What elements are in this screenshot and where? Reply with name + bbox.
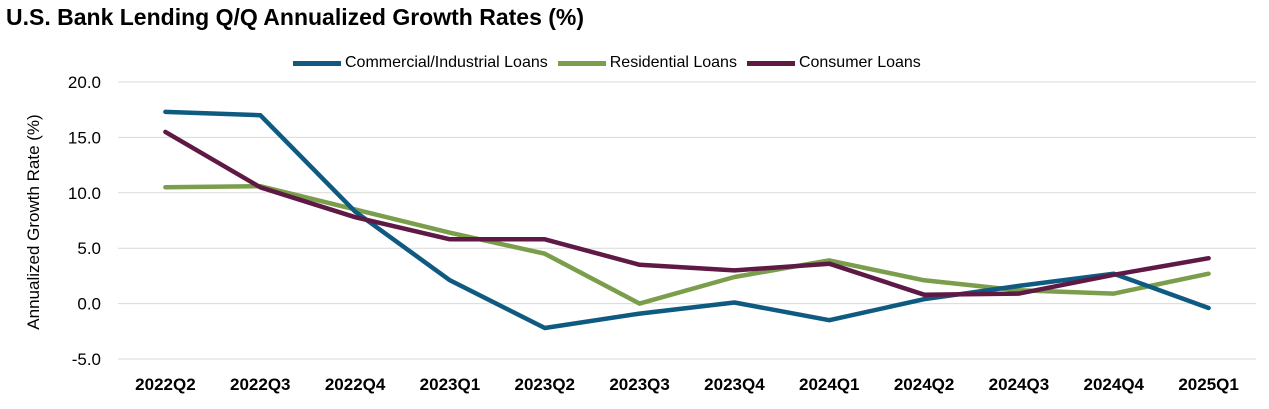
series-line-consumer-loans xyxy=(163,129,1211,297)
legend-label-commercial: Commercial/Industrial Loans xyxy=(345,54,548,71)
x-tick-label: 2024Q1 xyxy=(799,375,860,394)
legend-swatch-commercial xyxy=(293,60,341,66)
x-tick-label: 2025Q1 xyxy=(1178,375,1239,394)
legend-label-residential: Residential Loans xyxy=(609,54,737,71)
legend-item-consumer: Consumer Loans xyxy=(746,54,921,72)
y-tick-label: 10.0 xyxy=(68,184,101,203)
chart-title: U.S. Bank Lending Q/Q Annualized Growth … xyxy=(6,4,585,30)
legend-swatch-consumer xyxy=(746,60,795,66)
x-tick-label: 2023Q3 xyxy=(609,375,670,394)
x-tick-label: 2023Q2 xyxy=(515,375,576,394)
y-tick-label: 5.0 xyxy=(77,239,101,258)
x-tick-label: 2022Q4 xyxy=(325,375,386,394)
legend-label-consumer: Consumer Loans xyxy=(798,54,921,71)
series-line-commercial-industrial-loans xyxy=(163,109,1211,331)
chart-legend: Commercial/Industrial Loans Residential … xyxy=(293,52,931,74)
x-tick-label: 2022Q3 xyxy=(230,375,291,394)
series-lines xyxy=(163,109,1211,331)
x-tick-label: 2023Q4 xyxy=(704,375,765,394)
y-tick-label: 0.0 xyxy=(77,295,101,314)
y-axis-ticks: 20.0 15.0 10.0 5.0 0.0 -5.0 xyxy=(68,73,101,369)
x-tick-label: 2024Q3 xyxy=(989,375,1050,394)
x-tick-label: 2024Q4 xyxy=(1084,375,1145,394)
y-tick-label: -5.0 xyxy=(72,350,101,369)
legend-item-residential: Residential Loans xyxy=(557,54,737,72)
legend-swatch-residential xyxy=(557,60,606,66)
x-tick-label: 2024Q2 xyxy=(894,375,955,394)
gridlines xyxy=(118,81,1256,360)
x-tick-label: 2023Q1 xyxy=(420,375,481,394)
y-axis-label: Annualized Growth Rate (%) xyxy=(24,114,43,329)
y-tick-label: 15.0 xyxy=(68,128,101,147)
y-tick-label: 20.0 xyxy=(68,73,101,92)
x-axis-ticks: 2022Q2 2022Q3 2022Q4 2023Q1 2023Q2 2023Q3 2023… xyxy=(135,375,1239,394)
x-tick-label: 2022Q2 xyxy=(135,375,196,394)
legend-item-commercial: Commercial/Industrial Loans xyxy=(293,54,548,72)
